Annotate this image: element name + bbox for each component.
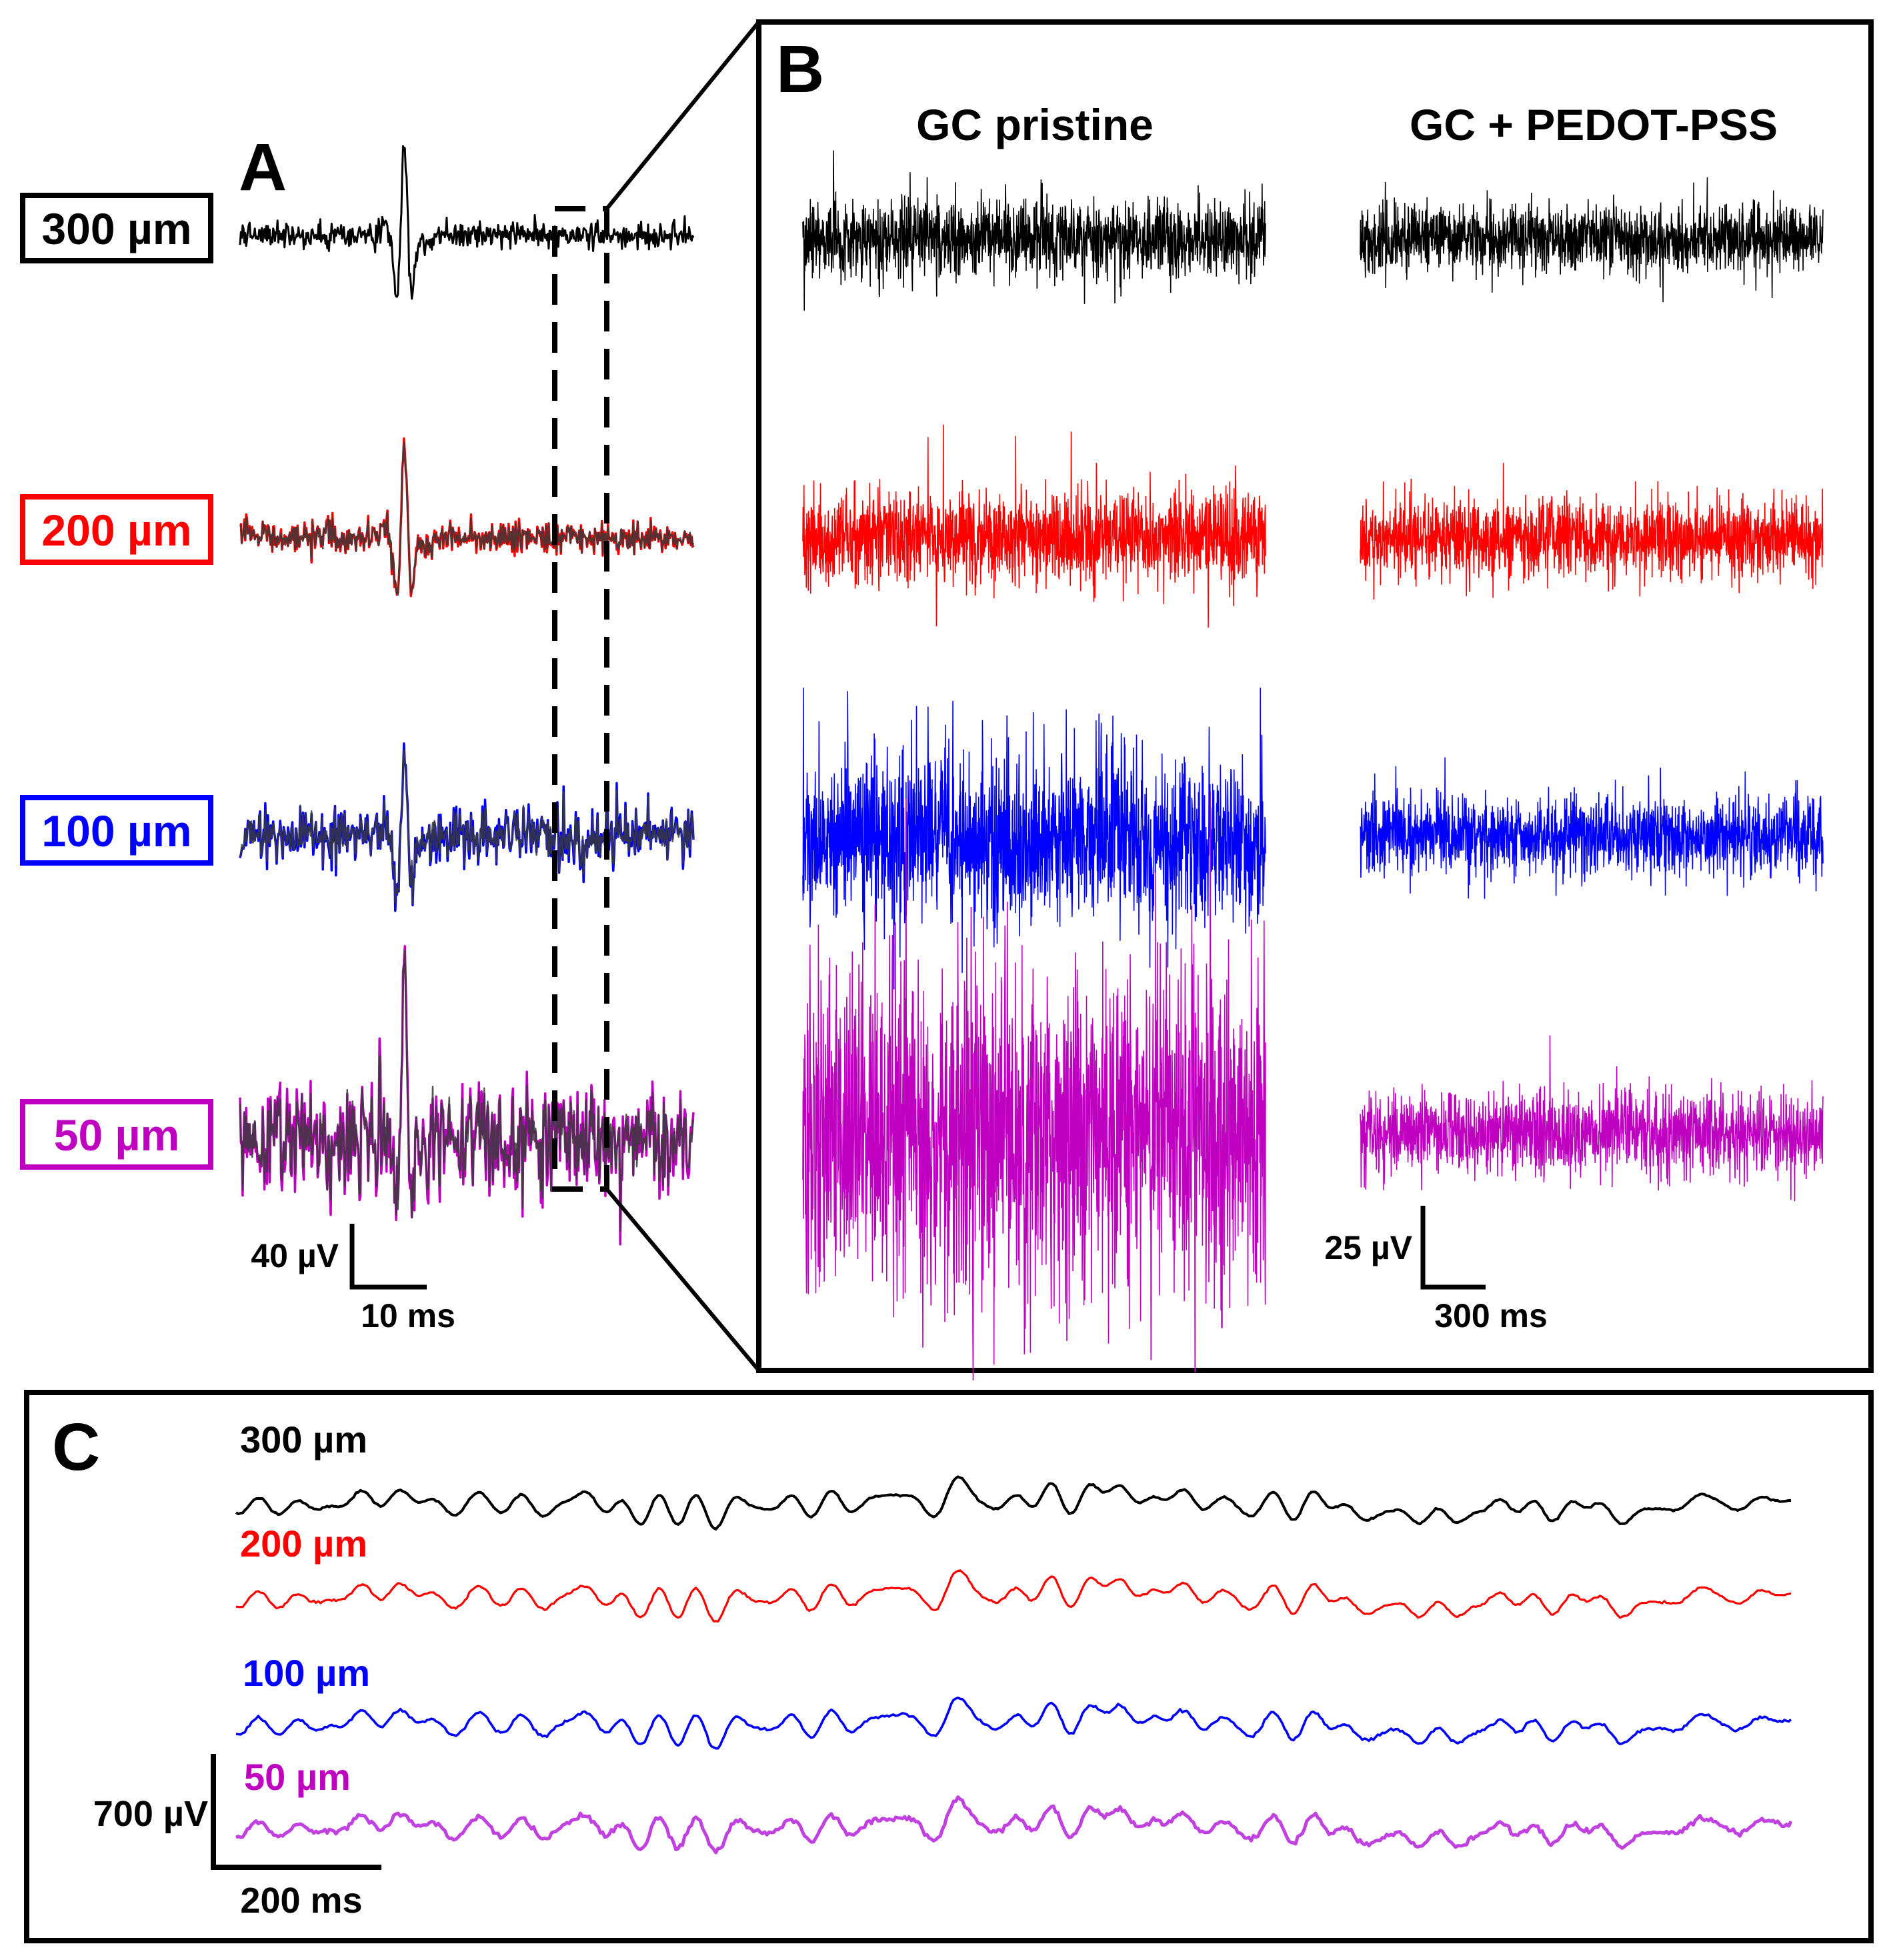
panel-b-trace-300um-pristine bbox=[802, 150, 1266, 311]
legend-label-300um: 300 µm bbox=[41, 204, 191, 253]
panel-a-letter: A bbox=[239, 130, 287, 205]
panel-b-scalebar: 25 µV 300 ms bbox=[1324, 1206, 1548, 1334]
panel-a-scalebar-y-label: 40 µV bbox=[251, 1237, 339, 1274]
panel-b-trace-200um-pedot bbox=[1360, 463, 1824, 600]
panel-b-trace-50um-pristine bbox=[802, 791, 1266, 1380]
panel-a-scalebar: 40 µV 10 ms bbox=[251, 1224, 455, 1334]
panel-b-scalebar-lines bbox=[1420, 1206, 1486, 1290]
panel-a-trace-50um-overlay bbox=[239, 950, 695, 1232]
panel-c-frame bbox=[24, 1390, 1874, 1943]
panel-a-trace-200um bbox=[239, 437, 695, 598]
panel-c-scalebar: 700 µV 200 ms bbox=[93, 1754, 381, 1921]
panel-b-frame bbox=[756, 19, 1874, 1373]
panel-c-label-50um: 50 µm bbox=[244, 1756, 351, 1798]
panel-a-trace-200um-overlay bbox=[239, 441, 695, 596]
panel-b-trace-300um-pedot bbox=[1360, 177, 1824, 303]
panel-b: B GC pristine GC + PEDOT-PSS 25 µV 300 m… bbox=[756, 19, 1874, 1380]
panel-b-trace-50um-pedot bbox=[1360, 1035, 1824, 1202]
legend-label-100um: 100 µm bbox=[41, 806, 191, 856]
panel-b-scalebar-y-label: 25 µV bbox=[1324, 1229, 1412, 1266]
legend-label-50um: 50 µm bbox=[54, 1110, 179, 1160]
panel-c-trace-100um bbox=[235, 1697, 1792, 1750]
panel-c: C 300 µm 200 µm 100 µm 50 µm 700 µV 200 … bbox=[24, 1390, 1874, 1943]
panel-a-selection-window bbox=[552, 206, 609, 1192]
panel-a: A 300 µm 200 µm 100 µm 50 µm 40 µV 10 ms bbox=[20, 130, 695, 1334]
panel-a-scalebar-lines bbox=[349, 1224, 427, 1290]
panel-b-trace-100um-pedot bbox=[1360, 757, 1824, 899]
panel-a-trace-50um bbox=[239, 945, 695, 1246]
zoom-connector-top bbox=[605, 21, 761, 210]
zoom-connector-bottom bbox=[605, 1188, 761, 1372]
panel-c-scalebar-lines bbox=[211, 1754, 381, 1870]
panel-b-trace-100um-pristine bbox=[802, 688, 1266, 990]
legend-box-50um bbox=[20, 1099, 213, 1170]
panel-a-traces bbox=[239, 145, 695, 1246]
legend-box-200um bbox=[20, 494, 213, 565]
panel-c-traces bbox=[235, 1475, 1793, 1855]
panel-c-label-300um: 300 µm bbox=[240, 1418, 367, 1460]
panel-c-trace-200um bbox=[235, 1569, 1792, 1623]
panel-b-scalebar-x-label: 300 ms bbox=[1434, 1297, 1548, 1334]
panel-a-trace-100um-overlay bbox=[239, 749, 695, 904]
panel-b-letter: B bbox=[776, 32, 824, 107]
legend-box-100um bbox=[20, 795, 213, 866]
panel-b-trace-200um-pristine bbox=[802, 424, 1266, 628]
panel-c-label-200um: 200 µm bbox=[240, 1523, 367, 1565]
legend-label-200um: 200 µm bbox=[41, 506, 191, 555]
panel-b-column-title-pristine: GC pristine bbox=[916, 100, 1154, 149]
panel-c-trace-300um bbox=[235, 1475, 1792, 1531]
panel-c-letter: C bbox=[52, 1410, 100, 1485]
panel-c-scalebar-y-label: 700 µV bbox=[93, 1794, 208, 1834]
panel-b-traces bbox=[802, 150, 1824, 1380]
panel-b-column-title-pedot: GC + PEDOT-PSS bbox=[1410, 100, 1778, 149]
panel-c-scalebar-x-label: 200 ms bbox=[240, 1881, 362, 1921]
panel-a-trace-300um bbox=[239, 145, 695, 300]
legend-box-300um bbox=[20, 193, 213, 263]
panel-c-trace-50um bbox=[235, 1795, 1793, 1855]
panel-c-label-100um: 100 µm bbox=[243, 1652, 370, 1694]
panel-a-trace-300um-overlay bbox=[240, 147, 693, 295]
panel-a-scalebar-x-label: 10 ms bbox=[361, 1297, 455, 1334]
